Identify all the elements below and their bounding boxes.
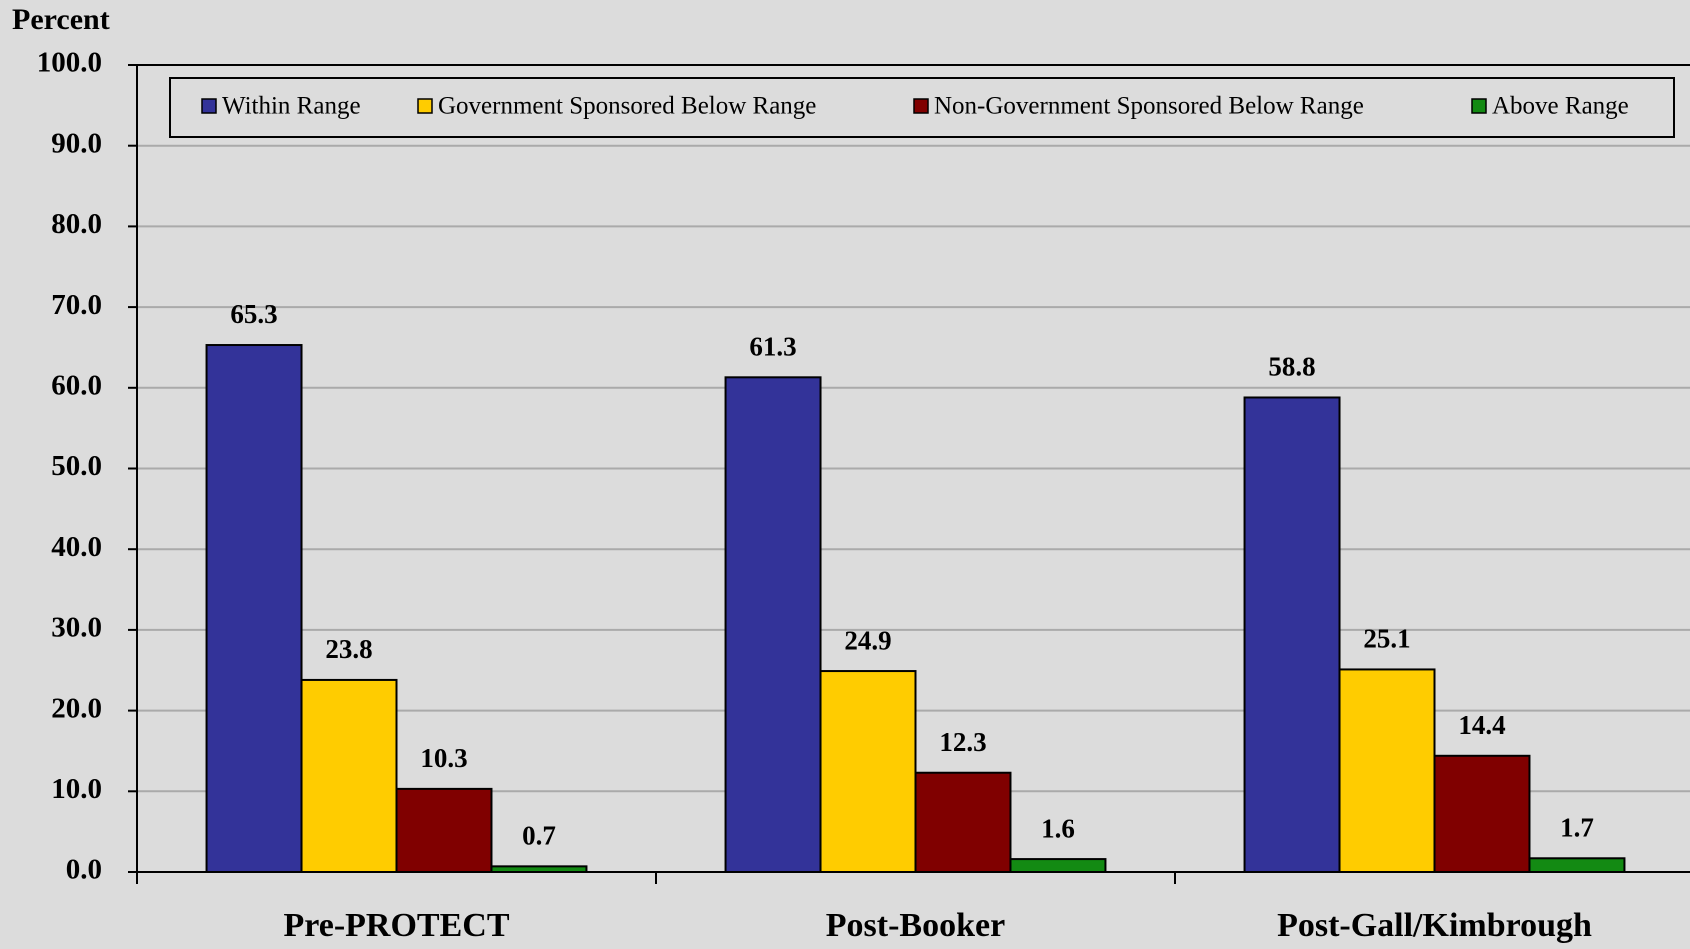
legend-label: Above Range — [1492, 93, 1629, 120]
bar — [300, 678, 398, 874]
y-tick-label: 0.0 — [66, 854, 102, 886]
legend-swatch — [913, 98, 929, 114]
legend-label: Non-Government Sponsored Below Range — [934, 93, 1364, 120]
data-label: 1.7 — [1560, 812, 1594, 842]
bar — [914, 771, 1012, 874]
bar — [724, 376, 822, 873]
bar — [490, 865, 588, 874]
data-label: 25.1 — [1363, 624, 1410, 654]
legend-swatch — [1471, 98, 1487, 114]
data-label: 1.6 — [1041, 813, 1075, 843]
data-label: 10.3 — [420, 743, 467, 773]
bar — [1338, 668, 1436, 873]
data-label: 23.8 — [325, 634, 372, 664]
bar — [1433, 754, 1531, 873]
y-axis-label: Percent — [12, 3, 110, 36]
bar — [1528, 857, 1626, 874]
x-tick-label: Pre-PROTECT — [283, 907, 509, 944]
bar — [1243, 396, 1341, 873]
x-tick-label: Post-Booker — [826, 907, 1005, 944]
y-tick-label: 90.0 — [51, 127, 102, 159]
legend-label: Government Sponsored Below Range — [438, 93, 816, 120]
y-tick-label: 10.0 — [51, 773, 102, 805]
data-label: 0.7 — [522, 821, 556, 851]
bar — [395, 787, 493, 874]
y-tick-label: 100.0 — [37, 47, 102, 79]
bar — [819, 670, 917, 873]
y-tick-label: 20.0 — [51, 692, 102, 724]
legend-swatch — [201, 98, 217, 114]
y-tick-label: 30.0 — [51, 612, 102, 644]
y-tick-label: 60.0 — [51, 369, 102, 401]
data-label: 12.3 — [939, 727, 986, 757]
y-tick-label: 70.0 — [51, 289, 102, 321]
data-label: 24.9 — [844, 625, 891, 655]
legend-swatch — [417, 98, 433, 114]
data-label: 61.3 — [749, 332, 796, 362]
data-label: 14.4 — [1458, 710, 1505, 740]
legend-label: Within Range — [222, 93, 361, 120]
data-label: 58.8 — [1268, 352, 1315, 382]
y-tick-label: 80.0 — [51, 208, 102, 240]
bar — [1009, 858, 1107, 874]
data-label: 65.3 — [230, 299, 277, 329]
x-tick-label: Post-Gall/Kimbrough — [1277, 907, 1592, 944]
bar — [205, 344, 303, 873]
y-tick-label: 50.0 — [51, 450, 102, 482]
y-tick-label: 40.0 — [51, 531, 102, 563]
